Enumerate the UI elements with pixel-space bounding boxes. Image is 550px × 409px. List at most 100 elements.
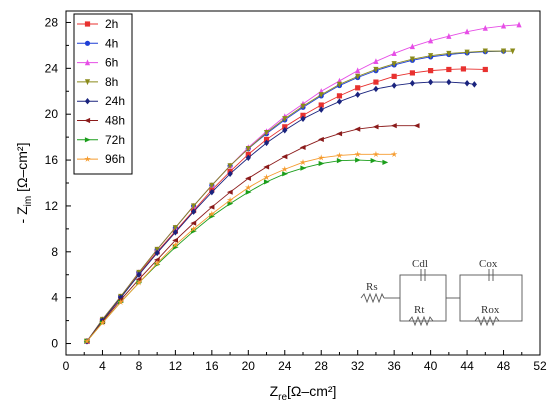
data-point-8h: [464, 49, 470, 56]
legend-label-8h: 8h: [105, 75, 118, 89]
data-point-48h: [226, 189, 233, 195]
data-point-96h: [263, 173, 270, 181]
circuit-label-rs: Rs: [366, 281, 378, 293]
legend-marker-24h: [84, 98, 91, 105]
data-point-72h: [355, 157, 361, 163]
data-point-2h: [300, 112, 306, 118]
data-point-8h: [500, 48, 507, 55]
data-point-8h: [373, 66, 379, 73]
data-point-96h: [318, 154, 325, 161]
data-point-24h: [136, 271, 142, 278]
x-axis-title: Zre[Ω–cm²]: [270, 383, 337, 403]
data-point-48h: [153, 257, 160, 263]
legend-marker-2h: [84, 21, 91, 27]
data-point-8h: [336, 81, 343, 88]
data-point-2h: [460, 66, 467, 72]
data-point-2h: [336, 93, 343, 99]
circuit-box-2: [459, 274, 523, 322]
data-point-8h: [482, 48, 488, 55]
data-point-48h: [263, 164, 270, 170]
data-point-72h: [318, 160, 325, 167]
x-tick-label: 40: [424, 359, 438, 373]
data-point-96h: [83, 337, 91, 344]
legend-label-72h: 72h: [105, 133, 125, 147]
circuit-label-rt: Rt: [414, 304, 424, 316]
y-tick-label: 20: [45, 107, 59, 121]
plot-area: [65, 10, 541, 356]
data-point-96h: [99, 319, 106, 326]
data-point-2h: [482, 66, 488, 73]
data-point-24h: [428, 78, 434, 86]
x-tick-label: 44: [460, 359, 474, 373]
y-tick-label: 4: [51, 291, 58, 305]
data-point-24h: [471, 81, 477, 88]
data-point-96h: [208, 210, 216, 217]
data-point-24h: [300, 115, 306, 122]
data-point-6h: [500, 22, 507, 29]
data-point-96h: [281, 165, 288, 172]
data-point-8h: [282, 116, 288, 122]
data-point-24h: [336, 98, 343, 105]
data-point-96h: [354, 150, 361, 158]
data-point-2h: [355, 85, 361, 91]
data-point-2h: [409, 70, 415, 76]
y-axis-title-sub: im: [23, 196, 34, 207]
data-point-8h: [391, 61, 397, 67]
data-point-6h: [373, 58, 379, 65]
data-point-96h: [245, 184, 252, 191]
legend-marker-6h: [84, 59, 91, 66]
data-point-8h: [172, 225, 178, 231]
legend-marker-4h: [84, 40, 91, 46]
data-point-72h: [370, 158, 377, 164]
data-point-8h: [428, 53, 434, 59]
data-point-8h: [209, 182, 215, 189]
data-point-24h: [227, 170, 233, 178]
x-tick-label: 36: [387, 359, 401, 373]
data-point-96h: [372, 150, 380, 158]
data-point-6h: [482, 25, 488, 31]
circuit-resistor-rt: [408, 315, 434, 327]
data-point-6h: [516, 21, 522, 28]
data-point-6h: [409, 43, 415, 50]
data-point-72h: [227, 201, 234, 207]
x-axis-title-unit: [Ω–cm²]: [287, 383, 336, 399]
data-point-6h: [464, 28, 470, 35]
data-point-72h: [336, 158, 343, 164]
circuit-label-cox: Cox: [479, 258, 498, 270]
x-tick-label: 32: [351, 359, 365, 373]
data-point-48h: [390, 123, 397, 129]
data-point-96h: [190, 225, 197, 232]
y-tick-label: 8: [51, 245, 58, 259]
data-point-48h: [336, 131, 343, 137]
data-point-96h: [226, 196, 234, 203]
y-axis-title-unit: [Ω–cm²]: [14, 143, 30, 196]
data-point-8h: [263, 129, 270, 136]
data-point-24h: [355, 91, 361, 98]
data-point-2h: [373, 79, 379, 85]
data-point-8h: [245, 146, 251, 152]
data-point-72h: [300, 165, 307, 171]
y-axis-title: - Zim [Ω–cm²]: [14, 143, 34, 224]
legend-label-2h: 2h: [105, 17, 118, 31]
legend-marker-72h: [84, 137, 91, 143]
data-point-2h: [245, 151, 251, 157]
legend-marker-48h: [84, 117, 91, 124]
data-point-2h: [446, 66, 452, 73]
data-point-72h: [282, 171, 288, 177]
data-point-24h: [373, 85, 379, 93]
y-tick-label: 12: [45, 199, 59, 213]
data-point-72h: [263, 179, 270, 185]
data-point-8h: [318, 92, 324, 98]
x-tick-label: 16: [205, 359, 219, 373]
y-axis-title-prefix: - Z: [14, 206, 30, 224]
data-point-24h: [391, 82, 397, 89]
data-point-48h: [318, 136, 324, 143]
x-tick-label: 12: [169, 359, 183, 373]
data-point-24h: [172, 229, 178, 236]
data-point-48h: [299, 144, 306, 151]
legend: 2h 4h 6h 8h 24h 48h 72h 96h: [77, 17, 125, 166]
data-point-48h: [172, 237, 178, 243]
y-tick-label: 24: [45, 61, 59, 75]
data-point-24h: [154, 249, 160, 257]
